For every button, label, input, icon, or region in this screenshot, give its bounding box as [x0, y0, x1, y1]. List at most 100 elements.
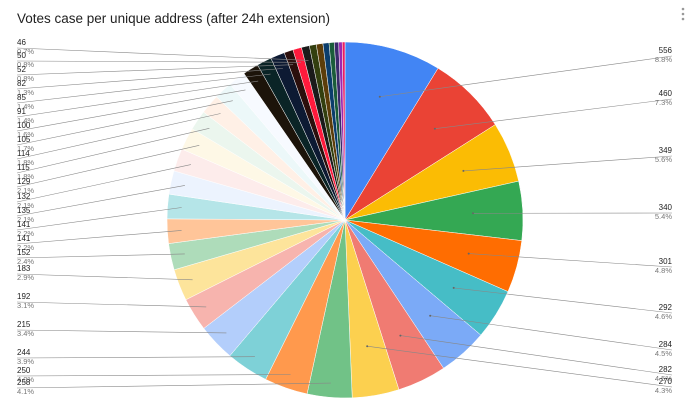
label-percent-right-4: 4.8%	[655, 266, 672, 275]
label-value-right-5: 292	[659, 303, 673, 312]
leader-line-left-13	[16, 207, 182, 231]
label-value-left-12: 135	[17, 206, 31, 215]
leader-dot-right-5	[452, 286, 455, 289]
label-percent-left-6: 1.6%	[17, 130, 34, 139]
label-value-right-3: 340	[659, 203, 673, 212]
leader-line-left-17	[16, 301, 207, 308]
label-percent-left-1: 0.8%	[17, 60, 34, 69]
label-percent-left-0: 0.7%	[17, 47, 34, 56]
label-value-left-10: 129	[17, 177, 31, 186]
leader-lines	[16, 47, 673, 389]
leader-line-left-9	[16, 128, 210, 174]
pie-slice-0[interactable]	[344, 41, 439, 221]
leader-line-left-5	[16, 80, 259, 118]
label-percent-left-15: 2.4%	[17, 257, 34, 266]
label-value-left-7: 105	[17, 135, 31, 144]
label-value-left-15: 152	[17, 248, 31, 257]
chart-title: Votes case per unique address (after 24h…	[17, 11, 330, 26]
leader-dot-right-2	[462, 169, 465, 172]
label-percent-left-18: 3.4%	[17, 329, 34, 338]
more-options-icon[interactable]	[681, 7, 685, 21]
label-percent-right-3: 5.4%	[655, 212, 672, 221]
leader-line-left-19	[16, 356, 255, 359]
label-percent-right-6: 4.5%	[655, 349, 672, 358]
label-percent-left-13: 2.2%	[17, 229, 34, 238]
leader-line-right-2	[463, 155, 673, 172]
label-value-right-0: 556	[659, 46, 673, 55]
leader-line-left-1	[16, 60, 302, 63]
label-value-left-0: 46	[17, 38, 26, 47]
label-value-left-1: 50	[17, 51, 26, 60]
label-percent-left-3: 1.3%	[17, 88, 34, 97]
leader-line-left-10	[16, 145, 200, 188]
leader-line-right-4	[468, 253, 673, 268]
label-percent-left-19: 3.9%	[17, 357, 34, 366]
leader-line-right-7	[400, 335, 673, 376]
leader-line-left-2	[16, 64, 294, 76]
label-value-left-2: 52	[17, 65, 26, 74]
label-percent-right-5: 4.6%	[655, 312, 672, 321]
leader-line-left-4	[16, 73, 271, 104]
slice-labels: 5568.8%4607.3%3495.6%3405.4%3014.8%2924.…	[17, 38, 673, 396]
label-value-left-21: 258	[17, 378, 31, 387]
label-value-left-11: 132	[17, 192, 31, 201]
label-percent-right-8: 4.3%	[655, 386, 672, 395]
leader-dot-right-8	[366, 345, 369, 348]
label-value-left-3: 82	[17, 79, 26, 88]
label-value-left-5: 91	[17, 107, 26, 116]
label-value-right-1: 460	[659, 89, 673, 98]
leader-line-right-0	[379, 55, 673, 97]
label-percent-right-2: 5.6%	[655, 155, 672, 164]
leader-line-left-12	[16, 185, 185, 217]
leader-line-right-8	[367, 345, 673, 388]
label-value-left-14: 141	[17, 234, 31, 243]
label-percent-right-1: 7.3%	[655, 98, 672, 107]
label-percent-left-4: 1.4%	[17, 102, 34, 111]
label-percent-right-7: 4.5%	[655, 374, 672, 383]
label-value-left-16: 183	[17, 264, 31, 273]
label-value-left-20: 250	[17, 366, 31, 375]
leader-line-left-15	[16, 253, 185, 259]
leader-dot-right-0	[378, 95, 381, 98]
pie-slice-37[interactable]	[341, 41, 346, 221]
leader-dot-right-4	[467, 252, 470, 255]
label-percent-left-17: 3.1%	[17, 301, 34, 310]
label-percent-right-0: 8.8%	[655, 55, 672, 64]
leader-line-right-5	[453, 287, 673, 314]
label-percent-left-12: 2.1%	[17, 215, 34, 224]
label-value-right-8: 270	[659, 377, 673, 386]
label-value-right-4: 301	[659, 257, 673, 266]
label-value-left-6: 100	[17, 121, 31, 130]
label-value-left-17: 192	[17, 292, 31, 301]
label-value-left-13: 141	[17, 220, 31, 229]
label-percent-left-11: 2.1%	[17, 201, 34, 210]
leader-line-right-1	[434, 98, 673, 129]
pie-slices	[166, 41, 524, 399]
label-percent-left-7: 1.7%	[17, 144, 34, 153]
label-percent-left-21: 4.1%	[17, 387, 34, 396]
leader-dot-right-6	[429, 314, 432, 317]
label-percent-left-14: 2.2%	[17, 243, 34, 252]
label-percent-left-20: 4.0%	[17, 375, 34, 384]
leader-line-left-18	[16, 329, 227, 334]
leader-line-right-6	[430, 315, 673, 351]
label-percent-left-9: 1.8%	[17, 172, 34, 181]
leader-dot-right-1	[433, 127, 436, 130]
leader-dot-right-3	[472, 212, 474, 215]
label-percent-left-10: 2.1%	[17, 186, 34, 195]
label-value-left-9: 115	[17, 163, 30, 172]
leader-line-left-6	[16, 89, 246, 132]
label-value-right-2: 349	[659, 146, 673, 155]
label-value-left-19: 244	[17, 348, 31, 357]
label-value-left-4: 85	[17, 93, 26, 102]
leader-line-left-20	[16, 374, 291, 377]
leader-line-left-16	[16, 273, 193, 281]
label-percent-left-16: 2.9%	[17, 273, 34, 282]
label-percent-left-5: 1.4%	[17, 116, 34, 125]
label-value-left-8: 114	[17, 149, 30, 158]
label-value-left-18: 215	[17, 320, 31, 329]
label-percent-left-2: 0.8%	[17, 74, 34, 83]
leader-line-left-11	[16, 164, 191, 203]
label-value-right-7: 282	[659, 365, 673, 374]
